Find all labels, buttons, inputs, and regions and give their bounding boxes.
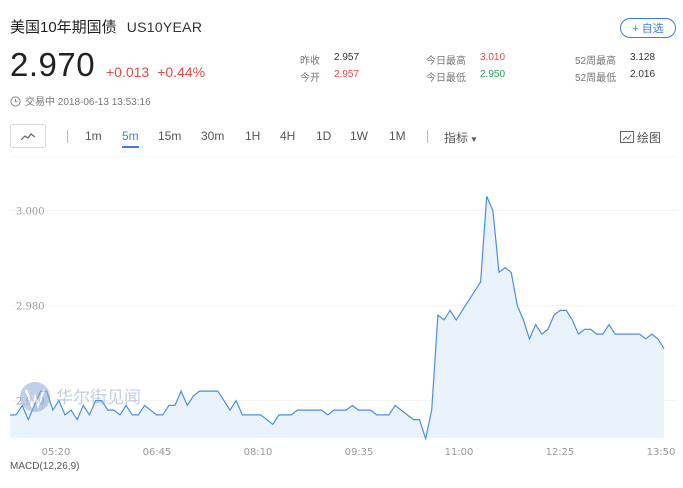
x-tick-label: 05:20: [42, 447, 71, 458]
wk52-high-label: 52周最高: [575, 56, 617, 67]
watermark-logo: 华尔街见闻: [20, 382, 141, 412]
period-tab-4h[interactable]: 4H: [280, 129, 296, 143]
last-price: 2.970: [10, 46, 96, 83]
price-area-fill: [10, 196, 664, 439]
line-chart-icon: [20, 133, 36, 141]
x-tick-label: 11:00: [445, 447, 474, 458]
period-tab-1d[interactable]: 1D: [316, 129, 332, 143]
draw-chart-icon: [620, 131, 634, 143]
open-value: 2.957: [334, 69, 360, 80]
x-tick-label: 09:35: [345, 447, 374, 458]
prev-close-value: 2.957: [334, 52, 360, 63]
price-line: [10, 196, 665, 441]
instrument-name: 美国10年期国债: [10, 19, 117, 36]
period-tab-30m[interactable]: 30m: [201, 129, 225, 143]
x-tick-label: 06:45: [143, 447, 172, 458]
y-tick-label: 2.980: [16, 302, 45, 313]
prev-close-label: 昨收: [300, 56, 320, 67]
day-high-label: 今日最高: [426, 56, 466, 67]
watermark: 华尔街见闻: [18, 380, 168, 414]
indicator-dropdown[interactable]: 指标 ▼: [444, 129, 478, 146]
price-change: +0.013 +0.44%: [106, 64, 213, 80]
caret-down-icon: ▼: [470, 135, 478, 144]
chart-toolbar: 1m 5m 15m 30m 1H 4H 1D 1W 1M 指标 ▼ 绘图: [10, 124, 678, 150]
period-tab-1h[interactable]: 1H: [245, 129, 261, 143]
toolbar-divider: [67, 130, 68, 143]
draw-label: 绘图: [637, 131, 662, 145]
change-percent: +0.44%: [157, 64, 206, 80]
x-tick-label: 08:10: [244, 447, 273, 458]
toolbar-divider: [427, 130, 428, 143]
y-tick-label: 3.000: [16, 207, 45, 218]
x-tick-label: 12:25: [546, 447, 575, 458]
wk52-high-value: 3.128: [630, 52, 656, 63]
day-low-label: 今日最低: [426, 73, 466, 84]
instrument-symbol: US10YEAR: [126, 19, 203, 35]
day-high-value: 3.010: [480, 52, 506, 63]
x-tick-label: 13:50: [647, 447, 676, 458]
wk52-low-label: 52周最低: [575, 73, 617, 84]
period-tab-15m[interactable]: 15m: [158, 129, 182, 143]
period-tab-1mo[interactable]: 1M: [389, 129, 406, 143]
watermark-text: 华尔街见闻: [56, 388, 141, 408]
indicator-label: 指标: [444, 131, 469, 145]
open-label: 今开: [300, 73, 320, 84]
trading-status: 交易中 2018-06-13 13:53:16: [10, 93, 151, 108]
macd-label: MACD(12,26,9): [10, 461, 80, 472]
period-tab-1m[interactable]: 1m: [85, 129, 102, 143]
period-tab-5m[interactable]: 5m: [122, 129, 139, 148]
chart-type-button[interactable]: [10, 124, 46, 148]
day-low-value: 2.950: [480, 69, 506, 80]
change-amount: +0.013: [106, 64, 150, 80]
add-to-watchlist-button[interactable]: + 自选: [620, 18, 676, 38]
page-title: 美国10年期国债 US10YEAR: [10, 16, 202, 37]
clock-icon: [10, 96, 21, 107]
draw-tool-button[interactable]: 绘图: [620, 129, 661, 146]
status-text: 交易中 2018-06-13 13:53:16: [25, 97, 151, 108]
period-tab-1w[interactable]: 1W: [350, 129, 368, 143]
wk52-low-value: 2.016: [630, 69, 656, 80]
